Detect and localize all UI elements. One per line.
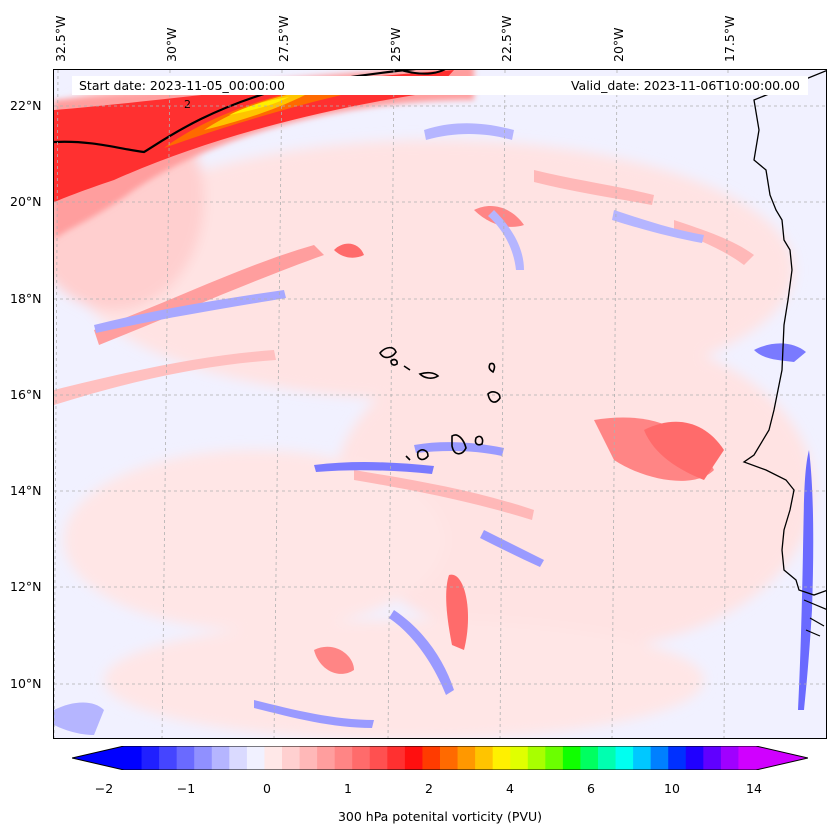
- cape-verde-islands: [379, 346, 501, 461]
- cb-tick-label: −1: [176, 781, 196, 796]
- colorbar-cell: [457, 746, 476, 770]
- cb-tick-label: −2: [94, 781, 114, 796]
- colorbar-cell: [510, 746, 529, 770]
- colorbar-cell: [615, 746, 634, 770]
- valid-date-text: Valid_date: 2023-11-06T10:00:00.00: [570, 78, 800, 93]
- lon-label-22-5w: 22.5°W: [499, 15, 514, 62]
- colorbar-cell: [422, 746, 441, 770]
- start-date-text: Start date: 2023-11-05_00:00:00: [79, 78, 285, 93]
- cb-tick-label: 10: [664, 781, 680, 796]
- colorbar-cell: [668, 746, 687, 770]
- colorbar-cell: [580, 746, 599, 770]
- colorbar-cell: [246, 746, 266, 770]
- lon-label-25w: 25°W: [388, 27, 403, 62]
- colorbar-cell: [317, 746, 336, 770]
- colorbar-cell: [598, 746, 617, 770]
- lat-label-22n: 22°N: [10, 98, 42, 113]
- lon-label-17-5w: 17.5°W: [722, 15, 737, 62]
- lon-label-27-5w: 27.5°W: [276, 15, 291, 62]
- colorbar-cell: [369, 746, 388, 770]
- colorbar: [72, 746, 808, 770]
- colorbar-cell: [738, 746, 757, 770]
- lat-label-10n: 10°N: [10, 676, 42, 691]
- colorbar-cell: [404, 746, 424, 770]
- colorbar-cell: [211, 746, 230, 770]
- lon-label-30w: 30°W: [164, 27, 179, 62]
- colorbar-cell: [229, 746, 248, 770]
- coastline: [742, 70, 826, 596]
- lat-label-14n: 14°N: [10, 483, 42, 498]
- colorbar-cell: [194, 746, 213, 770]
- coastline-bissau: [803, 599, 826, 637]
- colorbar-cell: [633, 746, 652, 770]
- negative-streaks: [54, 123, 814, 735]
- lat-label-12n: 12°N: [10, 579, 42, 594]
- contour-label: 2: [184, 98, 191, 111]
- colorbar-cell: [562, 746, 582, 770]
- cb-tick-label: 2: [425, 781, 433, 796]
- cb-tick-label: 14: [746, 781, 762, 796]
- colorbar-cell: [264, 746, 283, 770]
- colorbar-cell: [650, 746, 669, 770]
- colorbar-cell: [492, 746, 511, 770]
- lat-label-20n: 20°N: [10, 194, 42, 209]
- colorbar-cell: [124, 746, 143, 770]
- colorbar-cell: [545, 746, 564, 770]
- cb-tick-label: 0: [263, 781, 271, 796]
- lat-label-18n: 18°N: [10, 291, 42, 306]
- colorbar-cell: [352, 746, 371, 770]
- colorbar-cell: [176, 746, 195, 770]
- graticule: [54, 70, 826, 738]
- colorbar-cell: [282, 746, 301, 770]
- colorbar-cell: [703, 746, 722, 770]
- lat-label-16n: 16°N: [10, 387, 42, 402]
- colorbar-left-arrow: [72, 746, 124, 770]
- lon-label-32-5w: 32.5°W: [53, 15, 68, 62]
- colorbar-title: 300 hPa potenital vorticity (PVU): [337, 809, 543, 824]
- colorbar-cell: [440, 746, 459, 770]
- colorbar-cell: [159, 746, 178, 770]
- cb-tick-label: 1: [344, 781, 352, 796]
- colorbar-cell: [299, 746, 318, 770]
- date-annotation-bar: Start date: 2023-11-05_00:00:00 Valid_da…: [72, 76, 808, 95]
- colorbar-cell: [141, 746, 160, 770]
- colorbar-cell: [685, 746, 704, 770]
- colorbar-cell: [387, 746, 406, 770]
- colorbar-cell: [334, 746, 353, 770]
- colorbar-right-arrow: [756, 746, 808, 770]
- colorbar-cells: [124, 746, 757, 770]
- colorbar-cell: [475, 746, 494, 770]
- colorbar-cell: [720, 746, 740, 770]
- lon-label-20w: 20°W: [611, 27, 626, 62]
- pv-field: 2: [54, 70, 826, 738]
- cb-tick-label: 4: [506, 781, 514, 796]
- colorbar-cell: [527, 746, 546, 770]
- map-panel: 2: [53, 69, 827, 739]
- cb-tick-label: 6: [587, 781, 595, 796]
